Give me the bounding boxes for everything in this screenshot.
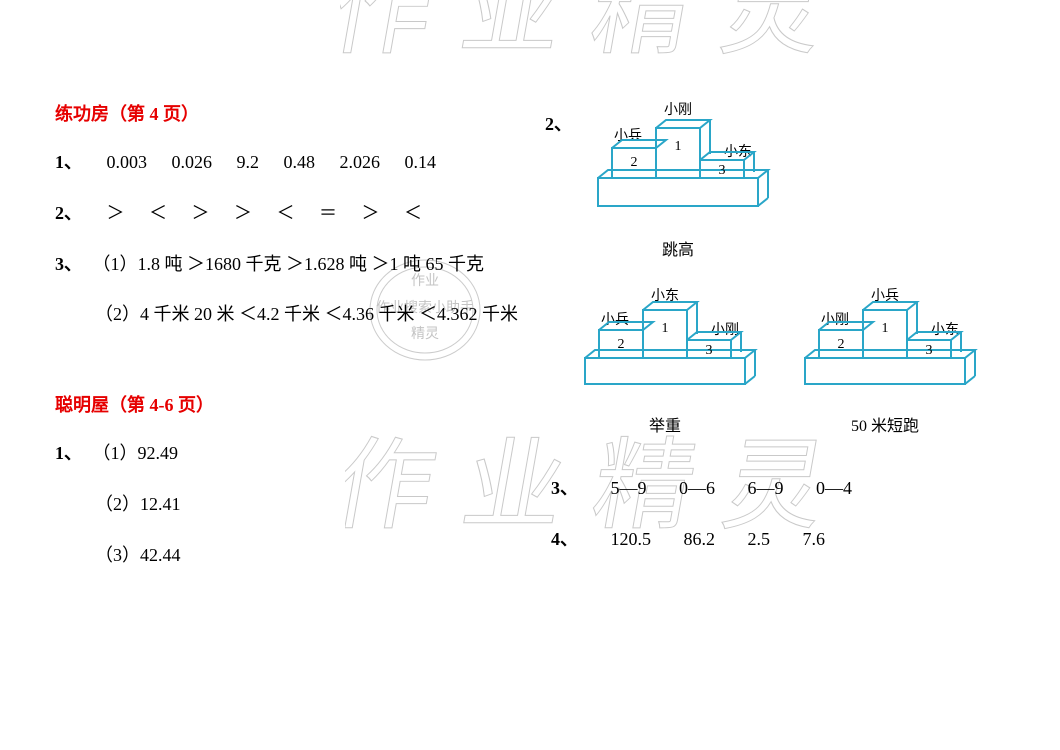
podium3-n2: 2 bbox=[838, 337, 845, 352]
q2-val: ＜ bbox=[277, 203, 295, 223]
q3-num: 3、 bbox=[551, 478, 578, 498]
q3-val: 0—4 bbox=[816, 478, 852, 498]
q2-val: ＞ bbox=[362, 203, 380, 223]
q2-val: ＜ bbox=[404, 203, 422, 223]
podium3-n1: 1 bbox=[882, 321, 889, 336]
q4-val: 120.5 bbox=[611, 529, 652, 549]
podium3-right-label: 小东 bbox=[931, 322, 959, 338]
q2-val: ＝ bbox=[319, 203, 337, 223]
q1-val: 0.48 bbox=[284, 152, 316, 172]
podium2-n2: 2 bbox=[618, 337, 625, 352]
figure-high-jump: 小刚 小兵 小东 1 2 bbox=[578, 100, 778, 260]
q3-line2: （2）4 千米 20 米 ＜4.2 千米 ＜4.36 千米 ＜4.362 千米 bbox=[95, 300, 535, 329]
q1-val: 0.003 bbox=[107, 152, 148, 172]
podium-svg-3: 小兵 小刚 小东 1 2 3 bbox=[785, 286, 985, 406]
figure3-caption: 50 米短跑 bbox=[785, 412, 985, 436]
figure2-caption: 举重 bbox=[565, 412, 765, 436]
right-column: 2、 小刚 小兵 小东 1 bbox=[545, 100, 1035, 576]
q3-val: 6—9 bbox=[748, 478, 784, 498]
podium-svg-2: 小东 小兵 小刚 1 2 3 bbox=[565, 286, 765, 406]
podium1-n1: 1 bbox=[675, 139, 682, 154]
wm-char: 作 bbox=[340, 0, 443, 60]
q4-val: 7.6 bbox=[803, 529, 826, 549]
right-q4: 4、 120.5 86.2 2.5 7.6 bbox=[551, 525, 1035, 554]
q2-val: ＞ bbox=[192, 203, 210, 223]
q1-val: 2.026 bbox=[340, 152, 381, 172]
s2q1-b: （2）12.41 bbox=[95, 490, 535, 519]
section1-title: 练功房（第 4 页） bbox=[55, 100, 535, 126]
q3-val: 0—6 bbox=[679, 478, 715, 498]
right-q2-num: 2、 bbox=[545, 110, 572, 136]
left-column: 练功房（第 4 页） 1、 0.003 0.026 9.2 0.48 2.026… bbox=[55, 100, 535, 592]
q1-val: 0.026 bbox=[172, 152, 213, 172]
q3-val: 5—9 bbox=[611, 478, 647, 498]
podium2-n1: 1 bbox=[662, 321, 669, 336]
q2-row: 2、 ＞ ＜ ＞ ＞ ＜ ＝ ＞ ＜ bbox=[55, 199, 535, 228]
podium2-n3: 3 bbox=[706, 343, 713, 358]
podium-svg-1: 小刚 小兵 小东 1 2 bbox=[578, 100, 778, 230]
wm-char: 业 bbox=[453, 0, 573, 60]
podium1-n3: 3 bbox=[719, 163, 726, 178]
q1-row: 1、 0.003 0.026 9.2 0.48 2.026 0.14 bbox=[55, 148, 535, 177]
podium1-n2: 2 bbox=[631, 155, 638, 170]
figure-50m-sprint: 小兵 小刚 小东 1 2 3 bbox=[785, 286, 985, 436]
podium1-left-label: 小兵 bbox=[614, 128, 642, 144]
q3-row: 3、 （1）1.8 吨 ＞1680 千克 ＞1.628 吨 ＞1 吨 65 千克 bbox=[55, 250, 535, 279]
q2-val: ＞ bbox=[234, 203, 252, 223]
s2q1-a: 1、 （1）92.49 bbox=[55, 439, 535, 468]
q2-num: 2、 bbox=[55, 203, 82, 223]
q3-num: 3、 bbox=[55, 254, 82, 274]
s2q1-a-text: （1）92.49 bbox=[93, 443, 179, 463]
right-q3: 3、 5—9 0—6 6—9 0—4 bbox=[551, 474, 1035, 503]
q1-num: 1、 bbox=[55, 152, 82, 172]
q1-val: 9.2 bbox=[237, 152, 260, 172]
podium2-right-label: 小刚 bbox=[711, 322, 739, 338]
podium1-top-label: 小刚 bbox=[664, 102, 692, 118]
q3-line1: （1）1.8 吨 ＞1680 千克 ＞1.628 吨 ＞1 吨 65 千克 bbox=[93, 254, 485, 274]
q2-val: ＞ bbox=[107, 203, 125, 223]
s2q1-num: 1、 bbox=[55, 443, 82, 463]
wm-char: 精 bbox=[583, 0, 703, 60]
q4-num: 4、 bbox=[551, 529, 578, 549]
q4-val: 86.2 bbox=[684, 529, 716, 549]
section2-title: 聪明屋（第 4-6 页） bbox=[55, 391, 535, 417]
wm-char: 灵 bbox=[713, 0, 833, 60]
s2q1-c: （3）42.44 bbox=[95, 541, 535, 570]
q1-val: 0.14 bbox=[405, 152, 437, 172]
q2-val: ＜ bbox=[149, 203, 167, 223]
q4-val: 2.5 bbox=[748, 529, 771, 549]
figure-weightlifting: 小东 小兵 小刚 1 2 3 bbox=[565, 286, 765, 436]
podium3-n3: 3 bbox=[926, 343, 933, 358]
figure1-caption: 跳高 bbox=[578, 236, 778, 260]
